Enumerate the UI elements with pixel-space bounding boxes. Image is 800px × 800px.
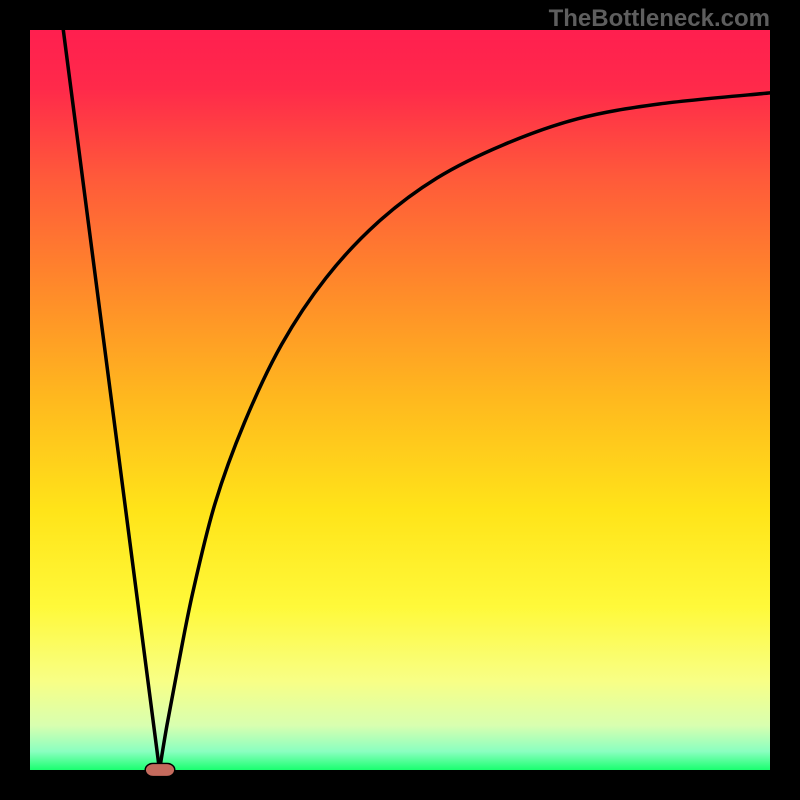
- plot-area: [30, 30, 770, 770]
- chart-root: TheBottleneck.com: [0, 0, 800, 800]
- gradient-background: [30, 30, 770, 770]
- watermark-text: TheBottleneck.com: [549, 5, 770, 33]
- bottleneck-marker: [144, 763, 175, 778]
- curves-svg: [30, 30, 770, 770]
